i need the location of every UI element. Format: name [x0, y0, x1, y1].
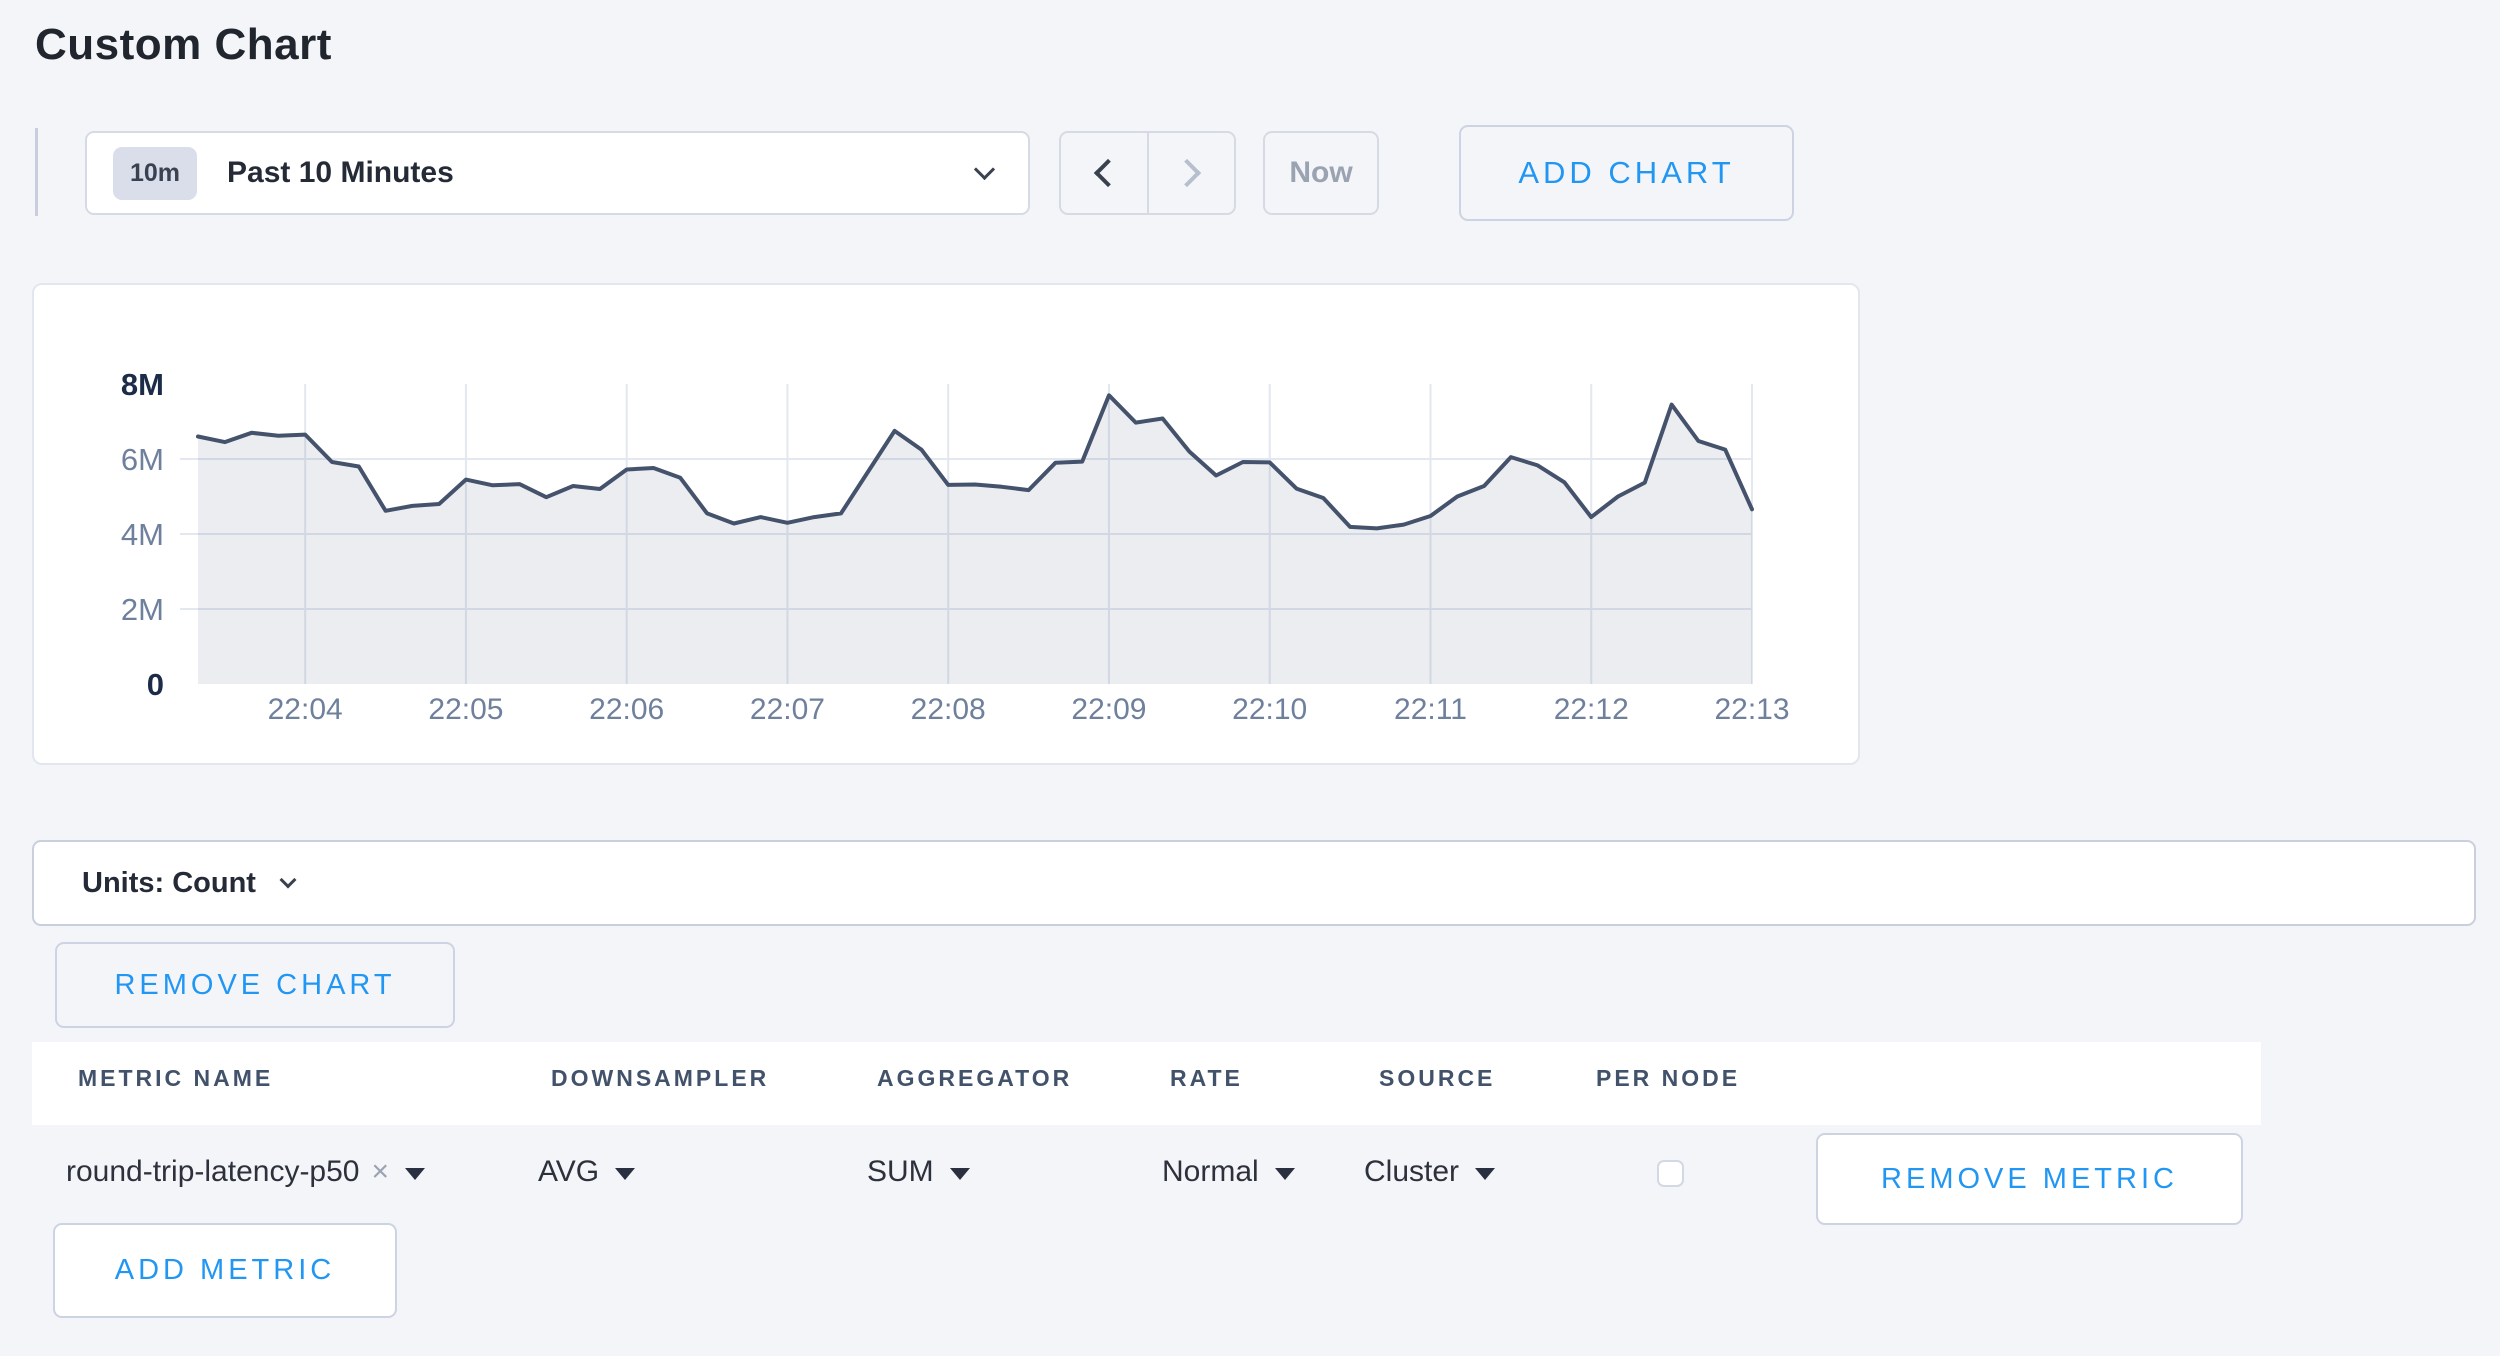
- remove-metric-button[interactable]: REMOVE METRIC: [1816, 1133, 2243, 1225]
- x-tick-label: 22:05: [428, 693, 503, 726]
- x-tick-label: 22:10: [1232, 693, 1307, 726]
- units-label: Units: Count: [82, 866, 256, 899]
- caret-down-icon: [615, 1168, 636, 1180]
- y-tick-label: 8M: [121, 367, 164, 402]
- source-value: Cluster: [1364, 1155, 1460, 1188]
- x-tick-label: 22:04: [268, 693, 343, 726]
- column-header-aggregator: AGGREGATOR: [877, 1065, 1073, 1091]
- x-tick-label: 22:07: [750, 693, 825, 726]
- time-range-badge: 10m: [113, 146, 198, 200]
- x-tick-label: 22:08: [911, 693, 986, 726]
- x-tick-label: 22:11: [1394, 693, 1467, 726]
- x-tick-label: 22:06: [589, 693, 664, 726]
- column-header-downsampler: DOWNSAMPLER: [551, 1065, 770, 1091]
- per-node-checkbox[interactable]: [1657, 1160, 1684, 1187]
- toolbar-left-rule: [35, 128, 38, 216]
- column-header-metric-name: METRIC NAME: [78, 1065, 274, 1091]
- now-button[interactable]: Now: [1263, 131, 1379, 215]
- caret-down-icon: [1475, 1168, 1496, 1180]
- chevron-right-icon: [1173, 158, 1202, 188]
- source-select[interactable]: Cluster: [1364, 1150, 1496, 1194]
- y-tick-label: 4M: [121, 517, 164, 552]
- units-dropdown[interactable]: Units: Count: [32, 840, 2476, 926]
- metric-name-value: round-trip-latency-p50: [66, 1155, 360, 1188]
- next-interval-button[interactable]: [1149, 133, 1235, 213]
- remove-chart-button[interactable]: REMOVE CHART: [55, 942, 455, 1028]
- y-tick-label: 6M: [121, 442, 164, 477]
- chevron-left-icon: [1093, 158, 1122, 188]
- x-tick-label: 22:12: [1554, 693, 1629, 726]
- caret-down-icon: [405, 1168, 426, 1180]
- pager-divider: [1146, 133, 1149, 213]
- time-pager: [1059, 131, 1236, 215]
- aggregator-select[interactable]: SUM: [867, 1150, 970, 1194]
- caret-down-icon: [949, 1168, 970, 1180]
- column-header-rate: RATE: [1170, 1065, 1243, 1091]
- caret-down-icon: [1274, 1168, 1295, 1180]
- column-header-per-node: PER NODE: [1596, 1065, 1741, 1091]
- rate-value: Normal: [1162, 1155, 1259, 1188]
- y-tick-label: 2M: [121, 592, 164, 627]
- chart-card: 0 2M 4M 6M 8M 22:04 22:05 22:06 22:07 22:08 22:09 2…: [32, 283, 1860, 765]
- metric-name-select[interactable]: round-trip-latency-p50 ×: [66, 1150, 426, 1194]
- aggregator-value: SUM: [867, 1155, 934, 1188]
- y-tick-label: 0: [147, 667, 164, 702]
- metric-area-fill: [198, 395, 1752, 684]
- time-range-label: Past 10 Minutes: [227, 156, 454, 189]
- metric-chart: 0 2M 4M 6M 8M 22:04 22:05 22:06 22:07 22:08 22:09 2…: [121, 367, 1790, 726]
- previous-interval-button[interactable]: [1061, 133, 1147, 213]
- x-tick-label: 22:13: [1714, 693, 1789, 726]
- x-tick-label: 22:09: [1071, 693, 1146, 726]
- chevron-down-icon: [973, 158, 996, 180]
- chevron-down-icon: [279, 871, 297, 889]
- metrics-table-header: [32, 1042, 2261, 1125]
- clear-metric-icon[interactable]: ×: [371, 1155, 390, 1188]
- column-header-source: SOURCE: [1379, 1065, 1496, 1091]
- rate-select[interactable]: Normal: [1162, 1150, 1295, 1194]
- page-title: Custom Chart: [35, 20, 332, 69]
- add-chart-button[interactable]: ADD CHART: [1459, 125, 1794, 221]
- downsampler-select[interactable]: AVG: [538, 1150, 636, 1194]
- time-range-dropdown[interactable]: 10m Past 10 Minutes: [85, 131, 1030, 215]
- metric-line: [196, 393, 1754, 531]
- add-metric-button[interactable]: ADD METRIC: [53, 1223, 397, 1318]
- downsampler-value: AVG: [538, 1155, 600, 1188]
